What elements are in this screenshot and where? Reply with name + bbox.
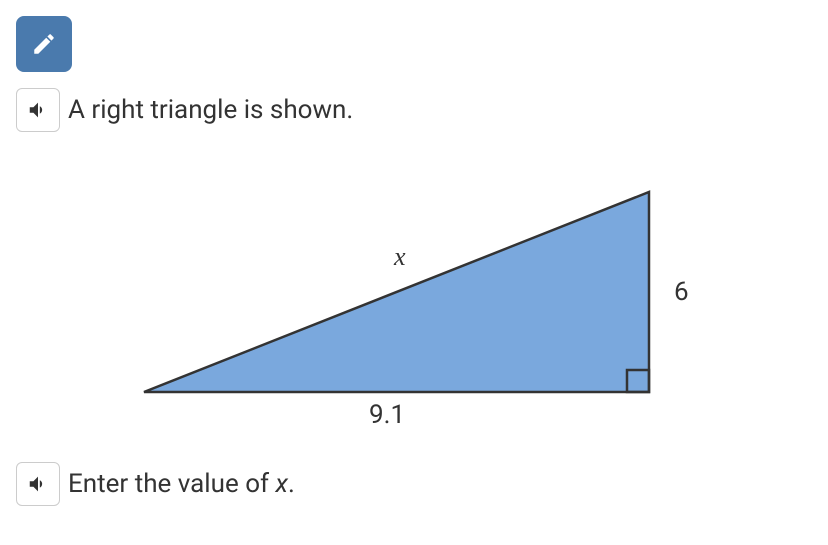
problem-text-1: A right triangle is shown.: [68, 95, 353, 125]
problem-line-2: Enter the value of x.: [16, 462, 812, 506]
pencil-icon: [31, 31, 57, 57]
diagram-container: x 6 9.1: [16, 162, 812, 442]
edit-button[interactable]: [16, 16, 72, 72]
speaker-icon: [27, 473, 49, 495]
speaker-icon: [27, 99, 49, 121]
triangle-shape: [144, 192, 649, 392]
triangle-svg: [114, 162, 714, 442]
label-hypotenuse: x: [394, 242, 406, 272]
line2-var: x: [276, 469, 289, 499]
speaker-button-2[interactable]: [16, 462, 60, 506]
line2-suffix: .: [288, 469, 295, 499]
problem-text-2: Enter the value of x.: [68, 469, 295, 499]
problem-line-1: A right triangle is shown.: [16, 88, 812, 132]
line2-prefix: Enter the value of: [68, 469, 276, 499]
label-vertical: 6: [674, 277, 689, 307]
right-triangle-diagram: x 6 9.1: [114, 162, 714, 442]
label-base: 9.1: [369, 400, 405, 430]
speaker-button-1[interactable]: [16, 88, 60, 132]
